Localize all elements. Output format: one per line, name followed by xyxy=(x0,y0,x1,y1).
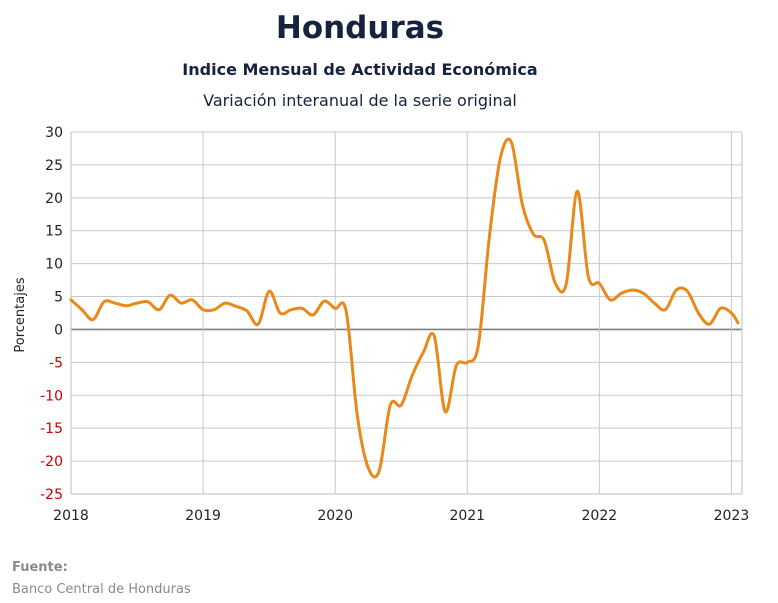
y-tick-label: -10 xyxy=(40,388,63,404)
series-layer xyxy=(69,137,740,479)
y-tick-label: 0 xyxy=(54,322,63,338)
y-tick-label: -20 xyxy=(40,454,63,470)
x-tick-label: 2019 xyxy=(185,508,221,524)
y-tick-label: 10 xyxy=(45,257,63,273)
x-tick-label: 2018 xyxy=(53,508,89,524)
x-tick-label: 2020 xyxy=(317,508,353,524)
y-tick-label: 5 xyxy=(54,290,63,306)
y-axis-label: Porcentajes xyxy=(13,277,28,352)
x-tick-label: 2021 xyxy=(449,508,485,524)
chart-subtitle-2: Variación interanual de la serie origina… xyxy=(203,91,517,110)
y-tick-label: 20 xyxy=(45,191,63,207)
chart-subtitle: Indice Mensual de Actividad Económica xyxy=(182,60,538,79)
chart-title: Honduras xyxy=(275,10,445,46)
x-tick-label: 2023 xyxy=(714,508,750,524)
source-text: Banco Central de Honduras xyxy=(12,582,191,597)
axis-layer: 30 25 20 15 10 5 0 -5 -10 -15 -20 -25 2018 2019 2020 20… xyxy=(40,125,749,524)
grid-layer xyxy=(70,131,742,495)
y-tick-label: 30 xyxy=(45,125,63,141)
series-line xyxy=(69,137,740,479)
source-label: Fuente: xyxy=(12,560,68,575)
y-tick-label: -5 xyxy=(49,355,63,371)
y-tick-label: 15 xyxy=(45,224,63,240)
y-tick-label: -25 xyxy=(40,487,63,503)
x-tick-label: 2022 xyxy=(582,508,618,524)
y-tick-label: -15 xyxy=(40,421,63,437)
y-tick-label: 25 xyxy=(45,158,63,174)
